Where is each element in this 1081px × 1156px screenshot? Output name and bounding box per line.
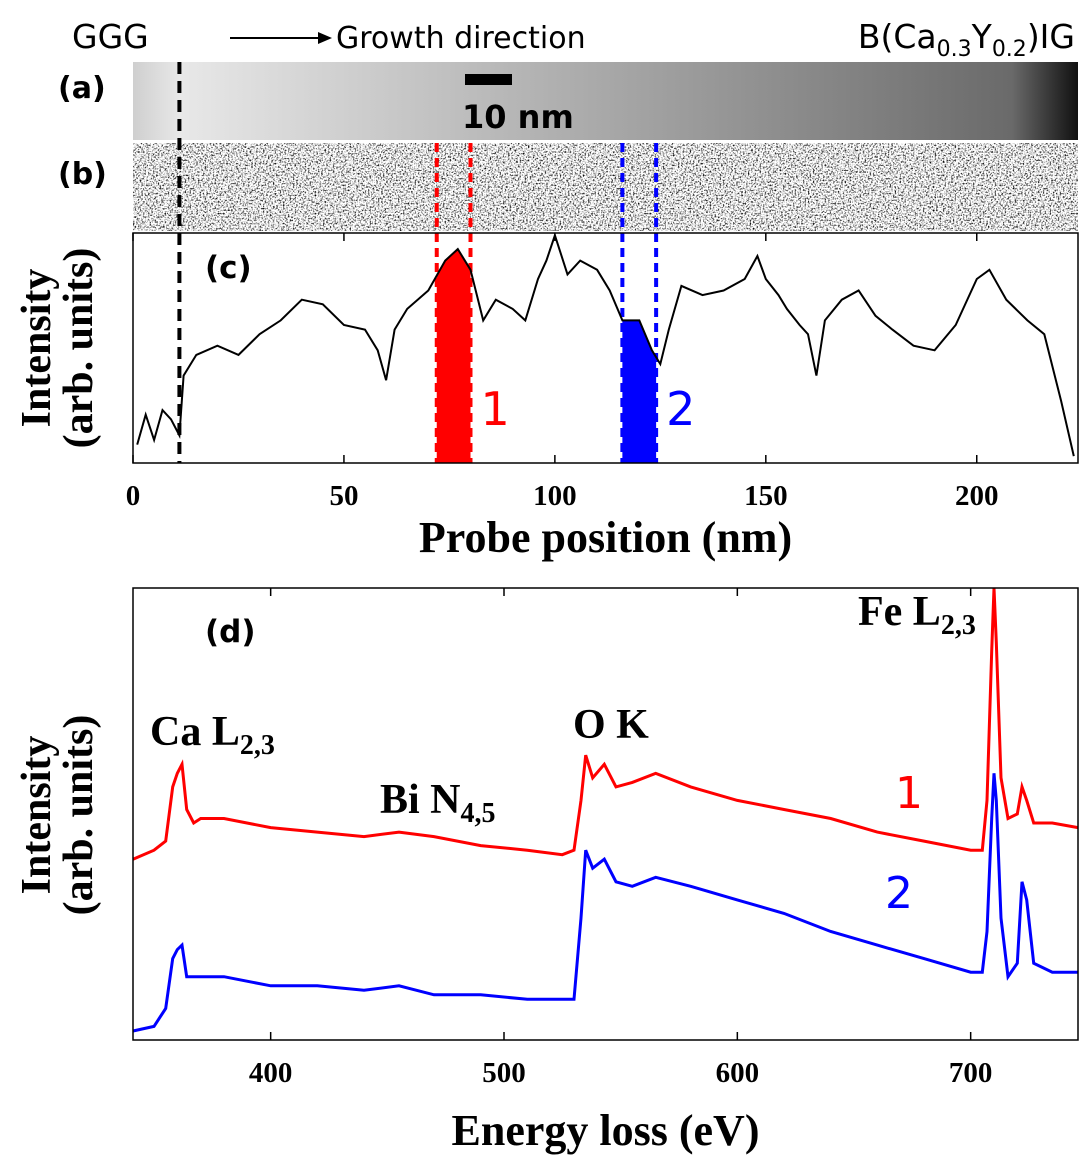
subscript: 4,5 <box>461 798 496 829</box>
subscript: 2,3 <box>240 730 275 761</box>
x-tick-label: 500 <box>482 1057 526 1089</box>
text-part: B(Ca <box>858 17 937 56</box>
panel-label: (c) <box>205 250 252 286</box>
annotation-text: Ca L <box>150 709 240 755</box>
region-label: 2 <box>666 382 695 436</box>
film-label: B(Ca0.3Y0.2)IG <box>858 17 1075 62</box>
x-tick-label: 100 <box>533 480 577 512</box>
region-label: 1 <box>481 382 510 436</box>
x-tick-label: 0 <box>126 480 141 512</box>
annotation: Fe L2,3 <box>858 589 976 641</box>
annotation: Bi N4,5 <box>380 777 496 829</box>
panel-label: (d) <box>205 614 256 650</box>
arrow-label: Growth direction <box>336 21 586 56</box>
annotation-text: Bi N <box>380 777 461 823</box>
substrate-label: GGG <box>72 17 149 56</box>
annotation-text: O K <box>573 702 649 748</box>
y-axis-title: (arb. units) <box>56 715 102 916</box>
x-tick-label: 600 <box>716 1057 760 1089</box>
subscript: 0.2 <box>992 37 1027 62</box>
line <box>132 587 1079 861</box>
x-tick-label: 400 <box>249 1057 293 1089</box>
annotation: Ca L2,3 <box>150 709 275 761</box>
x-axis-title: Probe position (nm) <box>419 513 792 562</box>
annotation-text: Fe L <box>858 589 941 635</box>
series-label: 1 <box>895 768 923 819</box>
x-tick-label: 200 <box>955 480 999 512</box>
annotation: O K <box>573 702 649 748</box>
y-axis-title: Intensity <box>14 269 60 428</box>
x-tick-label: 700 <box>949 1057 993 1089</box>
line <box>136 232 1075 457</box>
y-axis-title: Intensity <box>14 736 60 895</box>
eels-map <box>133 143 1078 231</box>
y-axis-title: (arb. units) <box>56 248 102 449</box>
arrow-head <box>318 32 332 44</box>
scale-bar <box>465 74 512 85</box>
x-tick-label: 150 <box>744 480 788 512</box>
x-tick-label: 50 <box>329 480 358 512</box>
subscript: 0.3 <box>937 37 972 62</box>
panel-label: (b) <box>58 157 107 192</box>
panel-label: (a) <box>58 71 106 106</box>
region <box>436 235 471 463</box>
text-part: )IG <box>1027 17 1075 56</box>
line <box>132 773 1078 1033</box>
plot-frame <box>132 587 1079 1041</box>
scale-bar-label: 10 nm <box>462 98 574 136</box>
text-part: Y <box>971 17 993 56</box>
subscript: 2,3 <box>941 610 976 641</box>
plot-frame <box>132 232 1079 464</box>
series-label: 2 <box>885 868 913 919</box>
haadf-image <box>133 62 1078 140</box>
x-axis-title: Energy loss (eV) <box>452 1106 760 1155</box>
